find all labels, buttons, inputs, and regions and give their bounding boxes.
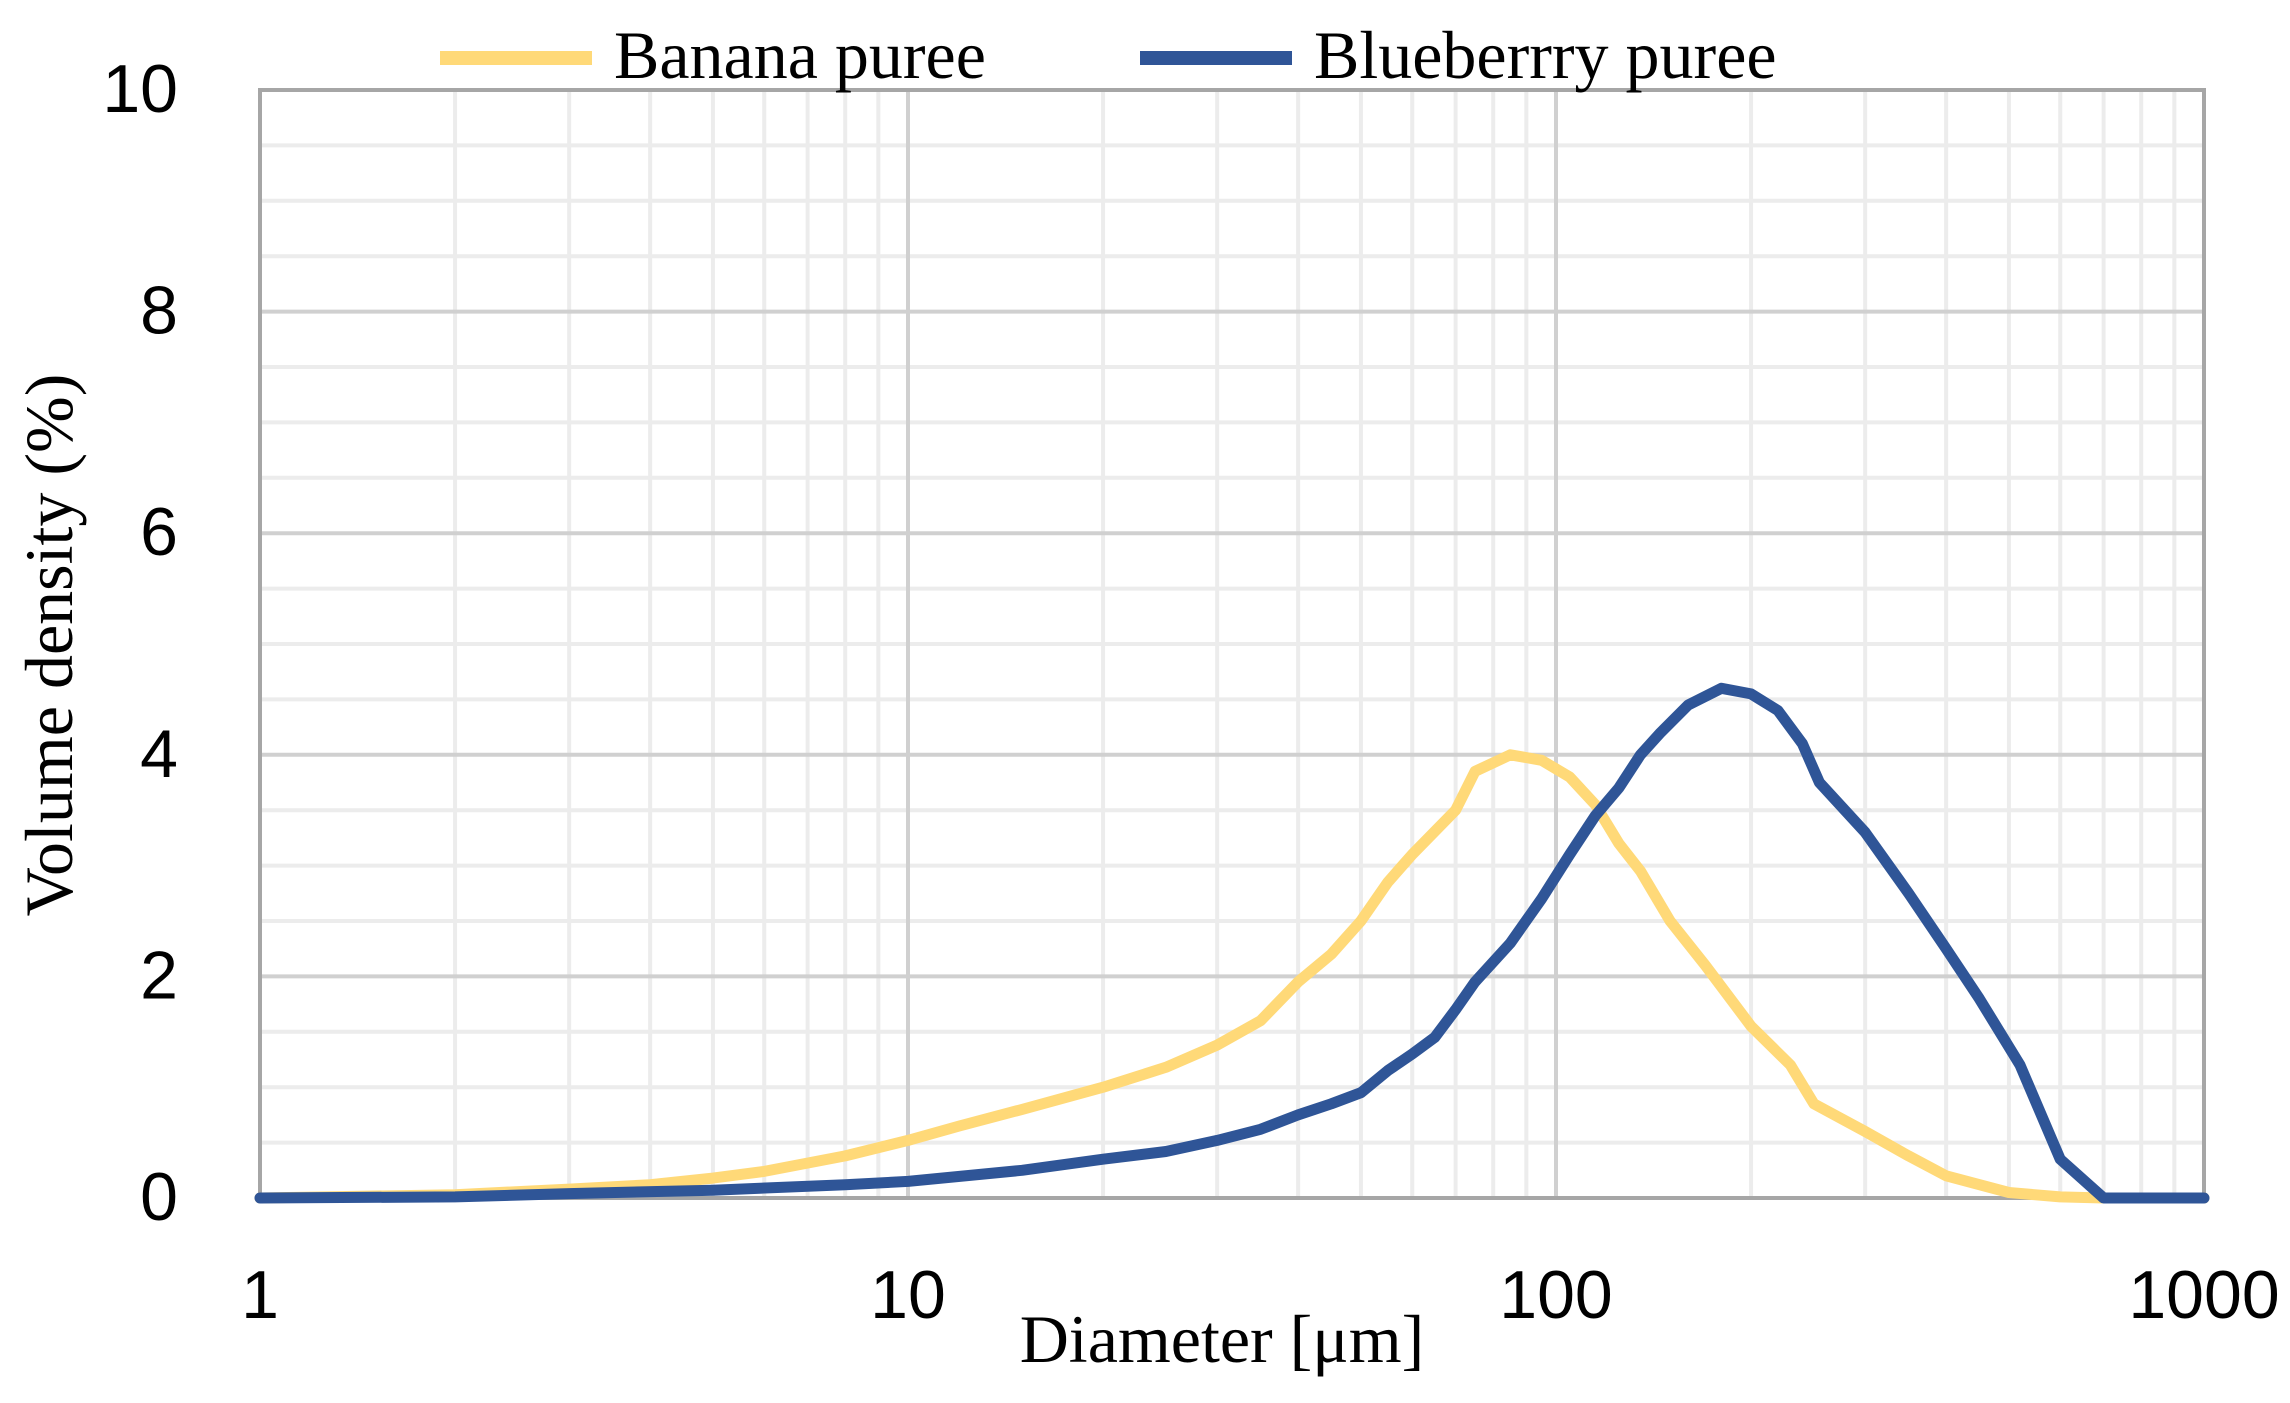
grid-minor — [260, 90, 2204, 1198]
x-tick-label: 100 — [1499, 1257, 1612, 1333]
y-tick-label: 10 — [102, 51, 178, 127]
x-tick-label: 10 — [870, 1257, 946, 1333]
plot-area-frame — [258, 88, 2206, 1200]
series-line-banana-puree — [254, 749, 2210, 1204]
y-tick-label: 8 — [140, 273, 178, 349]
y-tick-label: 2 — [140, 937, 178, 1013]
y-tick-label: 6 — [140, 494, 178, 570]
series-line-blueberry-puree — [254, 682, 2210, 1204]
y-axis-title: Volume density (%) — [11, 374, 87, 917]
series-layer — [254, 682, 2210, 1204]
x-tick-label: 1 — [241, 1257, 279, 1333]
y-axis-tick-labels: 0 2 4 6 8 10 — [102, 51, 178, 1235]
x-axis-tick-labels: 1 10 100 1000 — [241, 1257, 2280, 1333]
legend-label: Banana puree — [614, 17, 986, 93]
legend: Banana puree Blueberrry puree — [440, 17, 1777, 93]
x-tick-label: 1000 — [2128, 1257, 2279, 1333]
legend-label: Blueberrry puree — [1314, 17, 1777, 93]
x-axis-title: Diameter [μm] — [1020, 1301, 1425, 1377]
y-tick-label: 4 — [140, 716, 178, 792]
y-tick-label: 0 — [140, 1159, 178, 1235]
